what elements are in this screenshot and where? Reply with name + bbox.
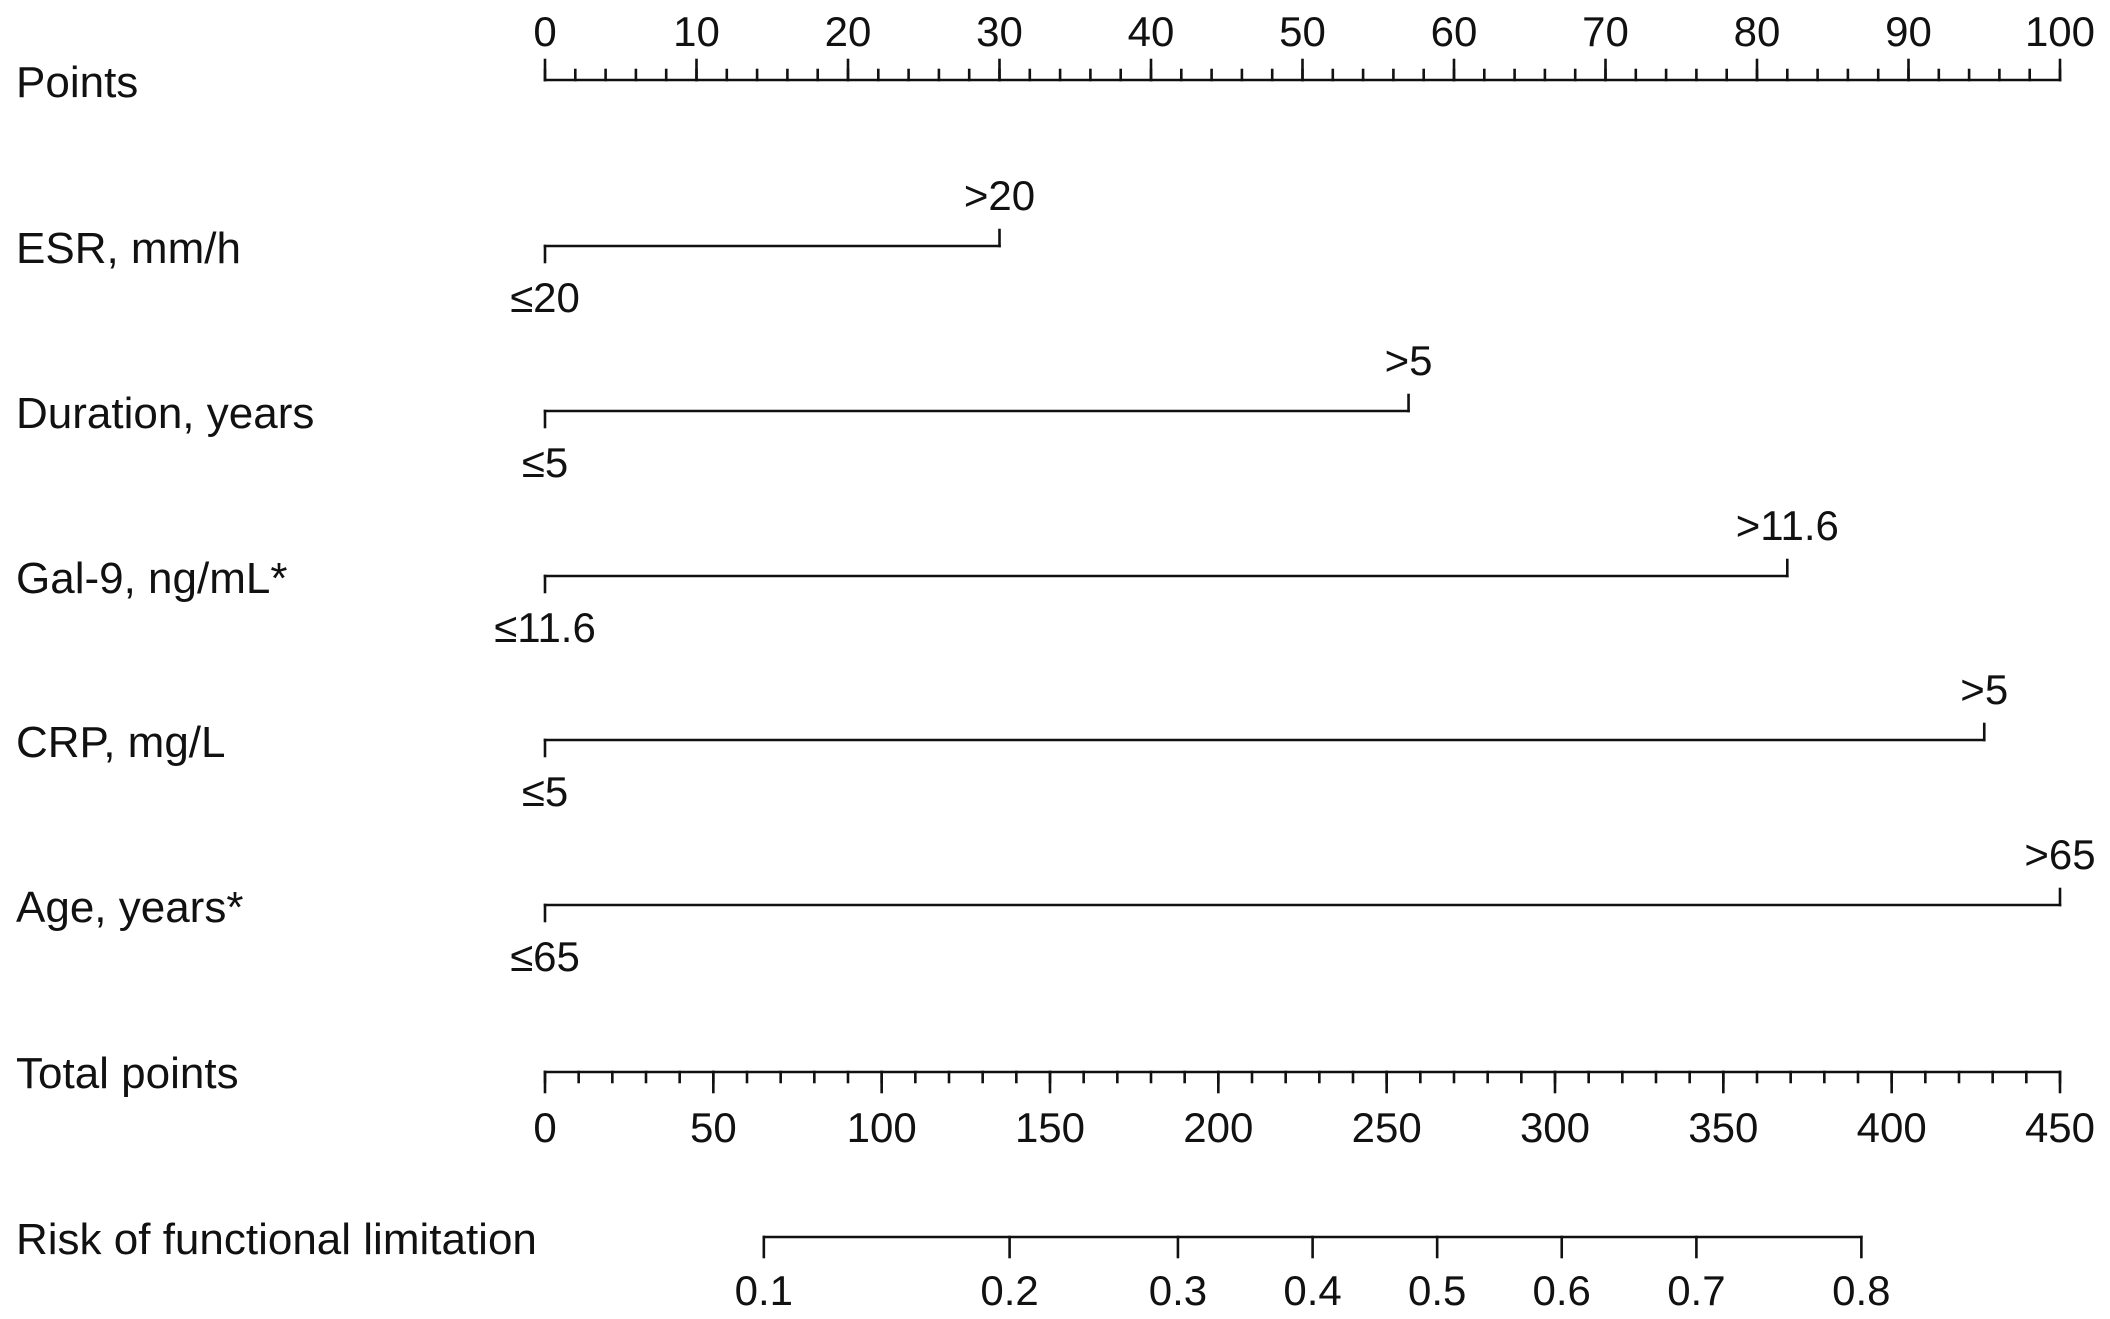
total-points-axis-label: Total points (16, 1049, 239, 1098)
points-tick-label: 100 (2025, 8, 2095, 55)
variable-level-label: ≤11.6 (494, 604, 596, 651)
variable-level-label: >11.6 (1736, 502, 1839, 549)
variable-level-label: ≤5 (522, 768, 568, 815)
risk-tick-label: 0.1 (735, 1267, 793, 1314)
total-points-tick-label: 150 (1015, 1104, 1085, 1151)
points-tick-label: 10 (673, 8, 720, 55)
total-points-tick-label: 50 (690, 1104, 737, 1151)
risk-tick-label: 0.4 (1283, 1267, 1341, 1314)
points-tick-label: 90 (1885, 8, 1932, 55)
total-points-tick-label: 100 (847, 1104, 917, 1151)
variable-level-label: ≤65 (510, 933, 580, 980)
risk-tick-label: 0.2 (980, 1267, 1038, 1314)
variable-label: Duration, years (16, 389, 314, 438)
variable-level-label: >5 (1960, 666, 2008, 713)
total-points-tick-label: 400 (1857, 1104, 1927, 1151)
risk-tick-label: 0.6 (1533, 1267, 1591, 1314)
risk-tick-label: 0.8 (1832, 1267, 1890, 1314)
variable-level-label: >20 (964, 172, 1035, 219)
variable-level-label: >65 (2024, 831, 2095, 878)
points-tick-label: 20 (825, 8, 872, 55)
risk-axis-label: Risk of functional limitation (16, 1215, 537, 1264)
variable-level-label: ≤5 (522, 439, 568, 486)
points-tick-label: 30 (976, 8, 1023, 55)
points-tick-label: 50 (1279, 8, 1326, 55)
variable-label: ESR, mm/h (16, 224, 241, 273)
total-points-tick-label: 350 (1688, 1104, 1758, 1151)
variable-label: CRP, mg/L (16, 718, 226, 767)
points-tick-label: 40 (1128, 8, 1175, 55)
points-tick-label: 70 (1582, 8, 1629, 55)
axis-lines (543, 58, 2062, 1259)
points-axis-label: Points (16, 58, 138, 107)
variable-level-label: ≤20 (510, 274, 580, 321)
points-tick-label: 0 (533, 8, 556, 55)
points-tick-label: 80 (1734, 8, 1781, 55)
risk-tick-label: 0.5 (1408, 1267, 1466, 1314)
points-tick-label: 60 (1431, 8, 1478, 55)
total-points-tick-label: 200 (1183, 1104, 1253, 1151)
risk-tick-label: 0.7 (1667, 1267, 1725, 1314)
risk-tick-label: 0.3 (1149, 1267, 1207, 1314)
variable-level-label: >5 (1385, 337, 1433, 384)
total-points-tick-label: 450 (2025, 1104, 2095, 1151)
axis-text: Points 0 10 20 30 40 50 60 70 80 90 100 ESR, mm/h ≤20… (16, 8, 2096, 1314)
variable-label: Age, years* (16, 883, 243, 932)
total-points-tick-label: 300 (1520, 1104, 1590, 1151)
variable-label: Gal-9, ng/mL* (16, 554, 287, 603)
total-points-tick-label: 0 (533, 1104, 556, 1151)
total-points-tick-label: 250 (1352, 1104, 1422, 1151)
